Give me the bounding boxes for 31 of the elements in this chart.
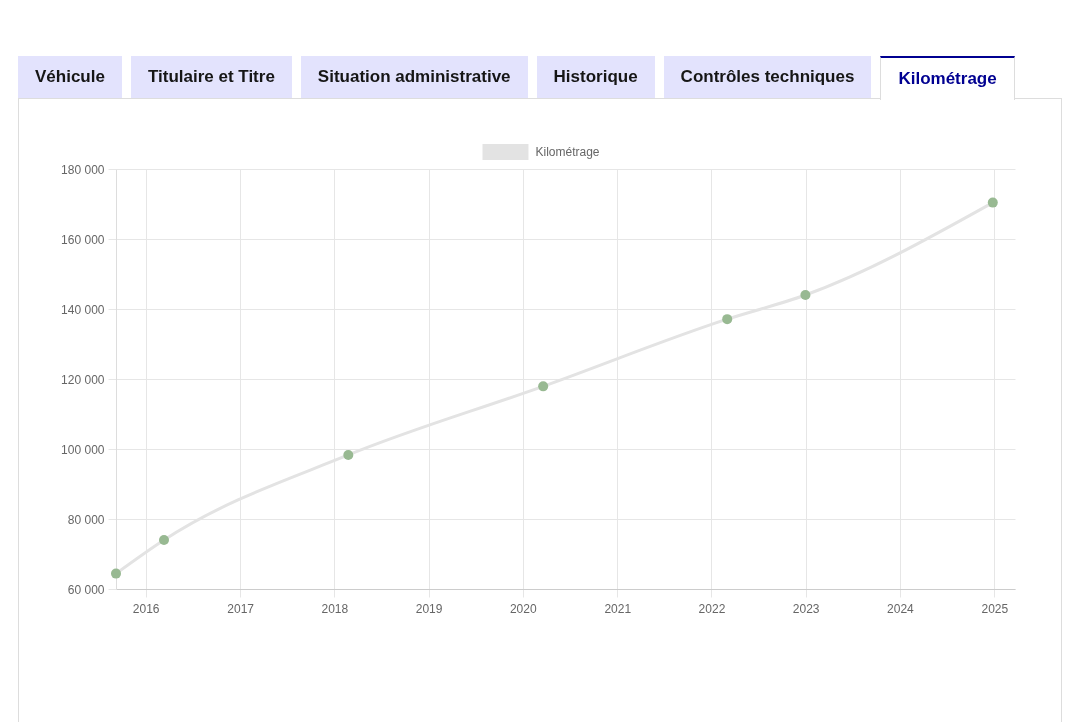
tab: Kilométrage bbox=[880, 56, 1015, 100]
y-tick-label: 60 000 bbox=[67, 582, 105, 597]
tab: Historique bbox=[536, 56, 655, 98]
x-tick-label: 2017 bbox=[227, 601, 255, 616]
point bbox=[343, 449, 354, 460]
x-tick-label: 2024 bbox=[887, 601, 915, 616]
x-tick-label: 2020 bbox=[509, 601, 537, 616]
tab: Véhicule bbox=[18, 56, 122, 98]
tab: Contrôles techniques bbox=[663, 56, 872, 98]
y-tick-label: 120 000 bbox=[61, 372, 105, 387]
y-tick-label: 180 000 bbox=[61, 162, 105, 177]
tab: Titulaire et Titre bbox=[130, 56, 292, 98]
y-tick-label: 100 000 bbox=[61, 442, 105, 457]
legend-label: Kilométrage bbox=[535, 145, 600, 159]
point bbox=[111, 568, 121, 579]
tab: Situation administrative bbox=[300, 56, 528, 98]
point bbox=[987, 197, 998, 208]
point bbox=[800, 290, 811, 300]
x-tick-label: 2016 bbox=[132, 601, 160, 616]
y-tick-label: 160 000 bbox=[61, 232, 105, 247]
x-tick-label: 2023 bbox=[792, 601, 820, 616]
x-tick-label: 2021 bbox=[604, 601, 632, 616]
point bbox=[722, 314, 733, 325]
point bbox=[159, 535, 170, 545]
point bbox=[538, 381, 549, 392]
x-tick-label: 2019 bbox=[415, 601, 443, 616]
y-tick-label: 80 000 bbox=[67, 512, 105, 527]
x-tick-label: 2018 bbox=[321, 601, 349, 616]
x-tick-label: 2022 bbox=[698, 601, 726, 616]
x-tick-label: 2025 bbox=[981, 601, 1009, 616]
y-tick-label: 140 000 bbox=[61, 302, 105, 317]
